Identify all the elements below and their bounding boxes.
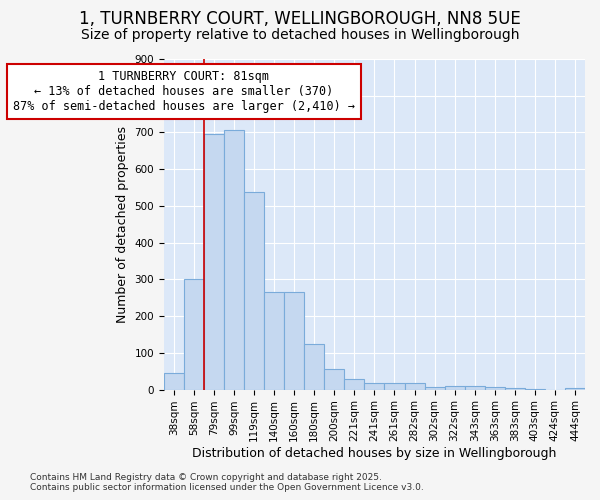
Bar xyxy=(364,383,385,390)
Text: 1 TURNBERRY COURT: 81sqm
← 13% of detached houses are smaller (370)
87% of semi-: 1 TURNBERRY COURT: 81sqm ← 13% of detach… xyxy=(13,70,355,113)
Bar xyxy=(445,386,464,390)
Bar xyxy=(505,388,525,390)
Bar xyxy=(485,387,505,390)
Bar xyxy=(565,388,585,390)
Bar xyxy=(284,292,304,390)
Text: 1, TURNBERRY COURT, WELLINGBOROUGH, NN8 5UE: 1, TURNBERRY COURT, WELLINGBOROUGH, NN8 … xyxy=(79,10,521,28)
Text: Contains HM Land Registry data © Crown copyright and database right 2025.
Contai: Contains HM Land Registry data © Crown c… xyxy=(30,473,424,492)
Bar xyxy=(344,380,364,390)
Bar xyxy=(264,292,284,390)
Text: Size of property relative to detached houses in Wellingborough: Size of property relative to detached ho… xyxy=(81,28,519,42)
Y-axis label: Number of detached properties: Number of detached properties xyxy=(116,126,129,323)
Bar xyxy=(304,344,324,390)
Bar xyxy=(404,383,425,390)
X-axis label: Distribution of detached houses by size in Wellingborough: Distribution of detached houses by size … xyxy=(192,447,557,460)
Bar xyxy=(324,370,344,390)
Bar xyxy=(464,386,485,390)
Bar xyxy=(164,373,184,390)
Bar xyxy=(184,280,204,390)
Bar xyxy=(425,387,445,390)
Bar xyxy=(204,134,224,390)
Bar xyxy=(224,130,244,390)
Bar xyxy=(244,192,264,390)
Bar xyxy=(385,383,404,390)
